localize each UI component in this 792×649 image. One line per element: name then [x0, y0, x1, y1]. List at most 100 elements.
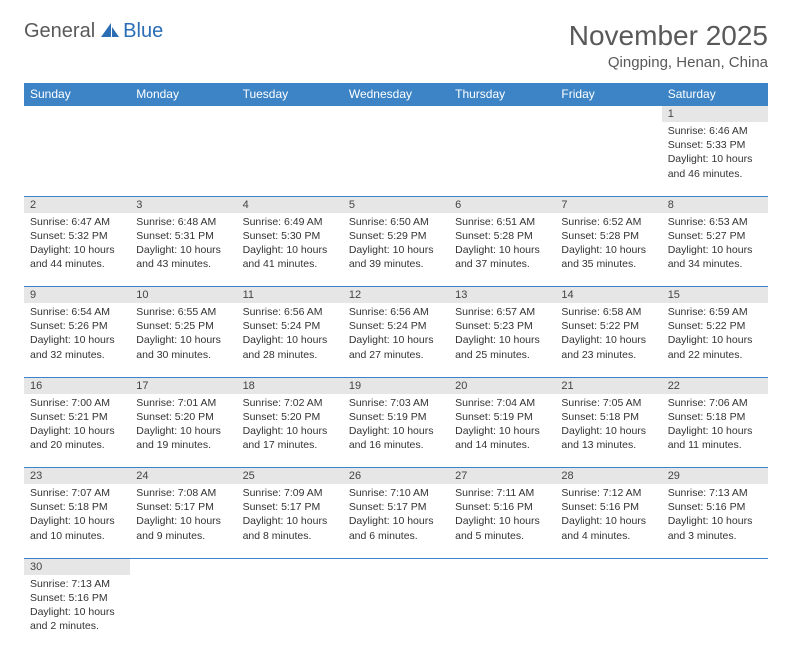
day-number-cell [130, 106, 236, 123]
daylight-text: Daylight: 10 hours and 14 minutes. [455, 424, 549, 452]
daylight-text: Daylight: 10 hours and 32 minutes. [30, 333, 124, 361]
day-content-cell: Sunrise: 6:56 AMSunset: 5:24 PMDaylight:… [237, 303, 343, 377]
sunrise-text: Sunrise: 7:10 AM [349, 486, 443, 500]
title-block: November 2025 Qingping, Henan, China [569, 20, 768, 71]
day-content-cell: Sunrise: 6:51 AMSunset: 5:28 PMDaylight:… [449, 213, 555, 287]
sunrise-text: Sunrise: 6:48 AM [136, 215, 230, 229]
day-number-cell: 2 [24, 196, 130, 213]
sunrise-text: Sunrise: 7:12 AM [561, 486, 655, 500]
sunrise-text: Sunrise: 7:13 AM [30, 577, 124, 591]
day-number-cell: 6 [449, 196, 555, 213]
day-number-cell: 4 [237, 196, 343, 213]
logo-text-blue: Blue [123, 20, 163, 43]
day-number-cell: 25 [237, 468, 343, 485]
day-content-cell: Sunrise: 6:49 AMSunset: 5:30 PMDaylight:… [237, 213, 343, 287]
day-number-cell: 3 [130, 196, 236, 213]
day-number-cell: 11 [237, 287, 343, 304]
sunset-text: Sunset: 5:21 PM [30, 410, 124, 424]
sunset-text: Sunset: 5:17 PM [349, 500, 443, 514]
content-row: Sunrise: 7:00 AMSunset: 5:21 PMDaylight:… [24, 394, 768, 468]
day-number-cell: 8 [662, 196, 768, 213]
sunset-text: Sunset: 5:22 PM [668, 319, 762, 333]
content-row: Sunrise: 6:46 AMSunset: 5:33 PMDaylight:… [24, 122, 768, 196]
calendar-table: Sunday Monday Tuesday Wednesday Thursday… [24, 83, 768, 649]
daylight-text: Daylight: 10 hours and 43 minutes. [136, 243, 230, 271]
day-number-cell: 28 [555, 468, 661, 485]
sunset-text: Sunset: 5:32 PM [30, 229, 124, 243]
sunset-text: Sunset: 5:33 PM [668, 138, 762, 152]
sunrise-text: Sunrise: 7:05 AM [561, 396, 655, 410]
sunset-text: Sunset: 5:16 PM [30, 591, 124, 605]
sunset-text: Sunset: 5:18 PM [561, 410, 655, 424]
daylight-text: Daylight: 10 hours and 35 minutes. [561, 243, 655, 271]
day-number-cell [343, 558, 449, 575]
daynum-row: 1 [24, 106, 768, 123]
day-number-cell [24, 106, 130, 123]
day-content-cell: Sunrise: 6:56 AMSunset: 5:24 PMDaylight:… [343, 303, 449, 377]
sunset-text: Sunset: 5:16 PM [561, 500, 655, 514]
day-number-cell [237, 558, 343, 575]
day-number-cell: 21 [555, 377, 661, 394]
page-header: General Blue November 2025 Qingping, Hen… [24, 20, 768, 71]
day-number-cell: 1 [662, 106, 768, 123]
content-row: Sunrise: 7:07 AMSunset: 5:18 PMDaylight:… [24, 484, 768, 558]
daylight-text: Daylight: 10 hours and 25 minutes. [455, 333, 549, 361]
day-number-cell: 30 [24, 558, 130, 575]
sunrise-text: Sunrise: 6:54 AM [30, 305, 124, 319]
sunset-text: Sunset: 5:20 PM [243, 410, 337, 424]
sunset-text: Sunset: 5:24 PM [349, 319, 443, 333]
day-content-cell: Sunrise: 7:10 AMSunset: 5:17 PMDaylight:… [343, 484, 449, 558]
day-content-cell: Sunrise: 7:06 AMSunset: 5:18 PMDaylight:… [662, 394, 768, 468]
day-number-cell: 13 [449, 287, 555, 304]
sunrise-text: Sunrise: 7:03 AM [349, 396, 443, 410]
daylight-text: Daylight: 10 hours and 28 minutes. [243, 333, 337, 361]
daylight-text: Daylight: 10 hours and 30 minutes. [136, 333, 230, 361]
day-number-cell: 26 [343, 468, 449, 485]
sunset-text: Sunset: 5:24 PM [243, 319, 337, 333]
day-content-cell: Sunrise: 7:08 AMSunset: 5:17 PMDaylight:… [130, 484, 236, 558]
day-content-cell: Sunrise: 6:46 AMSunset: 5:33 PMDaylight:… [662, 122, 768, 196]
sunrise-text: Sunrise: 6:53 AM [668, 215, 762, 229]
sunrise-text: Sunrise: 7:02 AM [243, 396, 337, 410]
day-content-cell: Sunrise: 6:54 AMSunset: 5:26 PMDaylight:… [24, 303, 130, 377]
daynum-row: 23242526272829 [24, 468, 768, 485]
day-content-cell: Sunrise: 7:13 AMSunset: 5:16 PMDaylight:… [662, 484, 768, 558]
day-content-cell: Sunrise: 6:48 AMSunset: 5:31 PMDaylight:… [130, 213, 236, 287]
daylight-text: Daylight: 10 hours and 11 minutes. [668, 424, 762, 452]
daylight-text: Daylight: 10 hours and 8 minutes. [243, 514, 337, 542]
sunrise-text: Sunrise: 6:56 AM [349, 305, 443, 319]
day-number-cell [130, 558, 236, 575]
day-content-cell: Sunrise: 6:50 AMSunset: 5:29 PMDaylight:… [343, 213, 449, 287]
sunrise-text: Sunrise: 6:51 AM [455, 215, 549, 229]
sunset-text: Sunset: 5:28 PM [455, 229, 549, 243]
daylight-text: Daylight: 10 hours and 10 minutes. [30, 514, 124, 542]
day-content-cell: Sunrise: 7:00 AMSunset: 5:21 PMDaylight:… [24, 394, 130, 468]
sunrise-text: Sunrise: 6:50 AM [349, 215, 443, 229]
daylight-text: Daylight: 10 hours and 37 minutes. [455, 243, 549, 271]
sunset-text: Sunset: 5:23 PM [455, 319, 549, 333]
day-number-cell: 15 [662, 287, 768, 304]
day-content-cell [449, 122, 555, 196]
day-number-cell: 5 [343, 196, 449, 213]
day-number-cell: 23 [24, 468, 130, 485]
weekday-header: Friday [555, 83, 661, 106]
day-number-cell: 27 [449, 468, 555, 485]
day-number-cell: 10 [130, 287, 236, 304]
daynum-row: 2345678 [24, 196, 768, 213]
weekday-header: Saturday [662, 83, 768, 106]
daylight-text: Daylight: 10 hours and 5 minutes. [455, 514, 549, 542]
day-content-cell: Sunrise: 6:57 AMSunset: 5:23 PMDaylight:… [449, 303, 555, 377]
logo: General Blue [24, 20, 163, 43]
day-content-cell: Sunrise: 7:09 AMSunset: 5:17 PMDaylight:… [237, 484, 343, 558]
daylight-text: Daylight: 10 hours and 34 minutes. [668, 243, 762, 271]
weekday-header: Tuesday [237, 83, 343, 106]
sunrise-text: Sunrise: 7:06 AM [668, 396, 762, 410]
sunrise-text: Sunrise: 6:49 AM [243, 215, 337, 229]
day-content-cell: Sunrise: 6:59 AMSunset: 5:22 PMDaylight:… [662, 303, 768, 377]
sunset-text: Sunset: 5:19 PM [349, 410, 443, 424]
sunset-text: Sunset: 5:31 PM [136, 229, 230, 243]
sunrise-text: Sunrise: 6:55 AM [136, 305, 230, 319]
weekday-header: Thursday [449, 83, 555, 106]
sunrise-text: Sunrise: 7:01 AM [136, 396, 230, 410]
day-number-cell: 17 [130, 377, 236, 394]
